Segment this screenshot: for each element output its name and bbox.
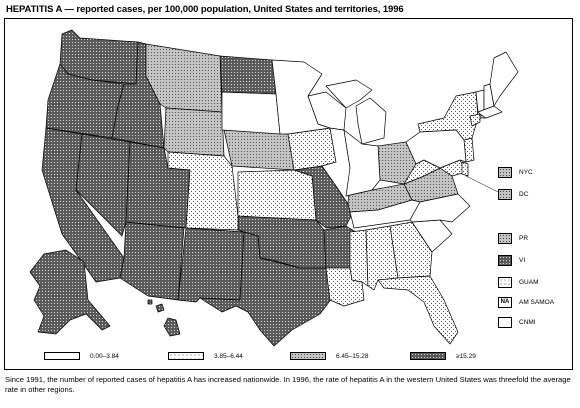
state-florida <box>377 275 459 345</box>
territory-label: NYC <box>519 168 533 176</box>
legend-label: ≥15.29 <box>456 352 476 360</box>
state-texas <box>199 231 333 347</box>
territory-pr: PR <box>498 232 572 244</box>
territory-label: CNMI <box>519 318 536 326</box>
legend-item: 6.45–15.28 <box>290 350 369 362</box>
swatch-amsamoa: NA <box>498 296 512 308</box>
state-delaware <box>461 161 469 177</box>
legend-swatch-2 <box>290 352 326 360</box>
dc-callout-line <box>465 175 499 193</box>
state-mississippi <box>349 229 369 287</box>
territory-label: GUAM <box>519 278 539 286</box>
legend-item: 0.00–3.84 <box>44 350 119 362</box>
state-hawaii <box>147 299 181 337</box>
state-maine <box>489 51 519 107</box>
map-caption: Since 1991, the number of reported cases… <box>5 375 571 394</box>
legend-swatch-1 <box>168 352 204 360</box>
territory-label: VI <box>519 256 526 264</box>
map-frame <box>4 18 573 370</box>
legend-item: ≥15.29 <box>410 350 476 362</box>
state-nevada <box>75 133 131 237</box>
swatch-guam <box>498 276 512 288</box>
state-indiana <box>343 129 381 197</box>
territory-amsamoa: NA AM SAMOA <box>498 296 572 308</box>
territory-guam: GUAM <box>498 276 572 288</box>
state-newmexico <box>177 227 245 303</box>
map-title: HEPATITIS A — reported cases, per 100,00… <box>6 4 404 15</box>
legend-swatch-0 <box>44 352 80 360</box>
legend-swatch-3 <box>410 352 446 360</box>
state-northcarolina <box>409 193 471 223</box>
swatch-dc <box>498 188 512 200</box>
territory-vi: VI <box>498 254 572 266</box>
state-kansas <box>237 169 317 221</box>
territory-label: PR <box>519 234 529 242</box>
state-michigan <box>325 79 387 145</box>
state-georgia <box>389 221 433 279</box>
state-massachusetts <box>477 105 503 119</box>
state-arizona <box>119 221 185 301</box>
swatch-vi <box>498 254 512 266</box>
territory-label: DC <box>519 190 529 198</box>
legend-item: 3.85–6.44 <box>168 350 243 362</box>
swatch-nyc <box>498 166 512 178</box>
territory-dc: DC <box>498 188 572 200</box>
state-nebraska <box>223 129 295 171</box>
legend-label: 3.85–6.44 <box>214 352 243 360</box>
state-alaska <box>29 249 111 335</box>
state-northdakota <box>219 55 277 95</box>
swatch-pr <box>498 232 512 244</box>
state-wyoming <box>163 107 225 157</box>
swatch-cnmi <box>498 316 512 328</box>
state-southdakota <box>221 91 281 135</box>
territory-nyc: NYC <box>498 166 572 178</box>
territory-cnmi: CNMI <box>498 316 572 328</box>
state-pennsylvania <box>405 129 467 169</box>
territory-label: AM SAMOA <box>519 298 555 306</box>
legend-label: 0.00–3.84 <box>90 352 119 360</box>
legend-label: 6.45–15.28 <box>336 352 369 360</box>
state-colorado <box>167 151 239 231</box>
state-connecticut <box>469 113 481 127</box>
map-legend: 0.00–3.84 3.85–6.44 6.45–15.28 ≥15.29 <box>44 350 514 364</box>
